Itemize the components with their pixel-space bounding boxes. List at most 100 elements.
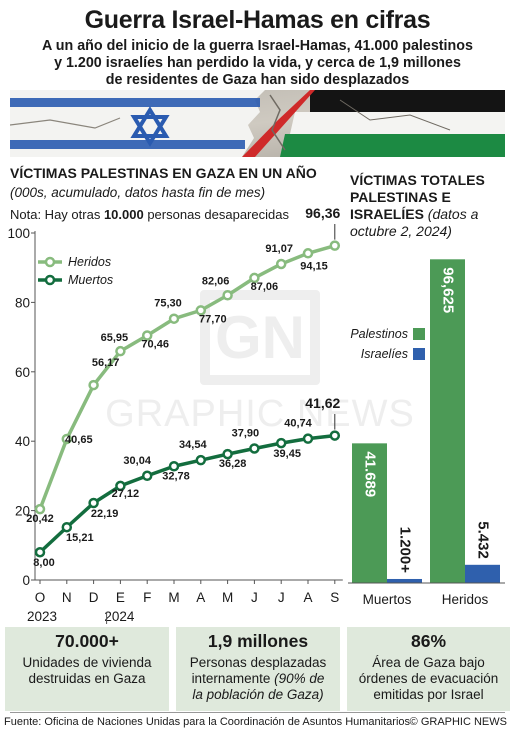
bar-legend-swatch — [413, 348, 425, 360]
data-label: 20,42 — [26, 513, 54, 525]
stat-evacuation: 86% Área de Gaza bajo órdenes de evacuac… — [347, 627, 510, 711]
bar-palestinos — [430, 259, 465, 583]
x-tick-label: N — [62, 590, 72, 605]
charts-canvas: 0 20 40 60 80 100 O N D E F M A M J J A S 2023 2024 20,42 40,… — [7, 205, 505, 624]
line-chart: 0 20 40 60 80 100 O N D E F M A M J J A S 2023 2024 20,42 40,… — [7, 205, 343, 624]
data-label: 32,78 — [162, 470, 190, 482]
y-tick-label: 40 — [15, 434, 30, 449]
bar-title-bold: ISRAELÍES — [350, 206, 424, 222]
data-label: 56,17 — [92, 357, 120, 369]
x-tick-label: F — [143, 590, 151, 605]
data-label: 36,28 — [219, 458, 247, 470]
x-tick-label: E — [116, 590, 125, 605]
source-footer: Fuente: Oficina de Naciones Unidas para … — [4, 714, 511, 731]
legend-marker — [44, 256, 56, 268]
final-value-label: 41,62 — [305, 395, 340, 411]
subtitle-line: A un año del inicio de la guerra Israel-… — [42, 38, 473, 54]
stat-desc-line: destruidas en Gaza — [28, 671, 146, 686]
flags-illustration — [10, 90, 505, 157]
stat-desc-line: Unidades de vivienda — [22, 655, 152, 670]
data-label: 40,74 — [284, 418, 312, 430]
data-point — [249, 443, 260, 454]
stat-desc-normal: internamente — [191, 671, 275, 686]
stat-housing-value: 70.000+ — [55, 631, 119, 651]
data-point — [61, 433, 73, 445]
note-prefix: Nota: Hay otras — [10, 207, 104, 222]
flags-banner-image — [10, 90, 505, 157]
data-label: 94,15 — [300, 260, 328, 272]
x-tick-label: J — [251, 590, 258, 605]
x-tick-label: A — [196, 590, 205, 605]
data-point — [329, 430, 341, 441]
data-point — [275, 437, 287, 449]
data-label: 39,45 — [273, 448, 301, 460]
x-tick-label: D — [89, 590, 99, 605]
source-text: Fuente: Oficina de Naciones Unidas para … — [4, 716, 411, 728]
legend-label: Heridos — [68, 255, 111, 269]
bar-title-italic: (datos a — [423, 206, 479, 222]
bar-category-label: Muertos — [363, 592, 412, 607]
bar-title-line: octubre 2, 2024) — [350, 223, 485, 240]
data-label: 82,06 — [202, 275, 230, 287]
data-point — [249, 272, 260, 284]
data-label: 37,90 — [232, 427, 260, 439]
data-label: 65,95 — [101, 332, 129, 344]
stat-housing: 70.000+ Unidades de vivienda destruidas … — [5, 627, 169, 711]
bar-title-line: VÍCTIMAS TOTALES — [350, 172, 485, 188]
y-tick-label: 20 — [15, 504, 30, 519]
stat-displaced-value: 1,9 millones — [207, 631, 309, 651]
bar-chart-title: VÍCTIMAS TOTALES PALESTINAS E ISRAELÍES … — [350, 172, 485, 240]
missing-persons-note: Nota: Hay otras 10.000 personas desapare… — [10, 207, 289, 222]
bar-israelíes — [465, 564, 500, 583]
data-point — [88, 497, 99, 509]
footer-divider — [10, 712, 505, 713]
data-label: 22,19 — [91, 508, 119, 520]
y-tick-label: 0 — [22, 573, 30, 588]
bar-title-italic: octubre 2, 2024) — [350, 223, 452, 239]
year-label-2024: 2024 — [104, 609, 135, 624]
bar-value-label: 5.432 — [475, 521, 492, 559]
stat-desc-line: emitidas por Israel — [373, 687, 484, 702]
stat-desc-line: Personas desplazadas — [189, 655, 327, 670]
data-label: 30,04 — [123, 455, 151, 467]
copyright-text: © GRAPHIC NEWS — [409, 716, 507, 728]
stat-desc-italic: la población de Gaza) — [192, 687, 324, 702]
data-label: 70,46 — [141, 339, 169, 351]
stat-displaced: 1,9 millones Personas desplazadas intern… — [176, 627, 340, 711]
data-point — [329, 240, 341, 251]
subtitle-line: de residentes de Gaza han sido desplazad… — [105, 72, 410, 88]
data-point — [222, 448, 233, 460]
stat-housing-desc: Unidades de vivienda destruidas en Gaza — [5, 655, 169, 687]
data-point — [34, 546, 46, 558]
data-point — [168, 313, 180, 324]
stat-desc-line: internamente (90% de — [176, 671, 340, 687]
x-tick-label: J — [278, 590, 285, 605]
stat-desc-italic: (90% de — [274, 671, 325, 686]
data-label: 77,70 — [199, 313, 227, 325]
data-label: 91,07 — [265, 243, 293, 255]
stat-displaced-desc: Personas desplazadas internamente (90% d… — [176, 655, 340, 703]
legend-label: Muertos — [68, 273, 113, 287]
data-point — [222, 290, 233, 301]
data-point — [34, 503, 46, 515]
data-point — [302, 248, 314, 259]
bar-chart: 41.689 1.200+ Muertos 96,625 5.432 Heridos Pal… — [348, 259, 505, 607]
y-tick-label: 100 — [7, 226, 30, 241]
stat-desc-line: órdenes de evacuación — [358, 671, 499, 686]
bar-legend-label: Israelíes — [361, 347, 408, 361]
data-point — [195, 454, 207, 466]
x-tick-label: M — [222, 590, 233, 605]
line-chart-title: VÍCTIMAS PALESTINAS EN GAZA EN UN AÑO — [10, 165, 317, 181]
final-value-label: 96,36 — [305, 205, 340, 221]
x-tick-label: M — [168, 590, 179, 605]
x-tick-label: S — [330, 590, 339, 605]
data-point — [115, 480, 126, 492]
x-tick-label: A — [303, 590, 312, 605]
data-point — [115, 345, 126, 357]
y-tick-label: 60 — [15, 365, 30, 380]
page-subtitle: A un año del inicio de la guerra Israel-… — [10, 38, 505, 89]
data-point — [302, 433, 314, 444]
bar-category-label: Heridos — [442, 592, 489, 607]
data-point — [195, 305, 207, 316]
data-label: 40,65 — [65, 434, 93, 446]
